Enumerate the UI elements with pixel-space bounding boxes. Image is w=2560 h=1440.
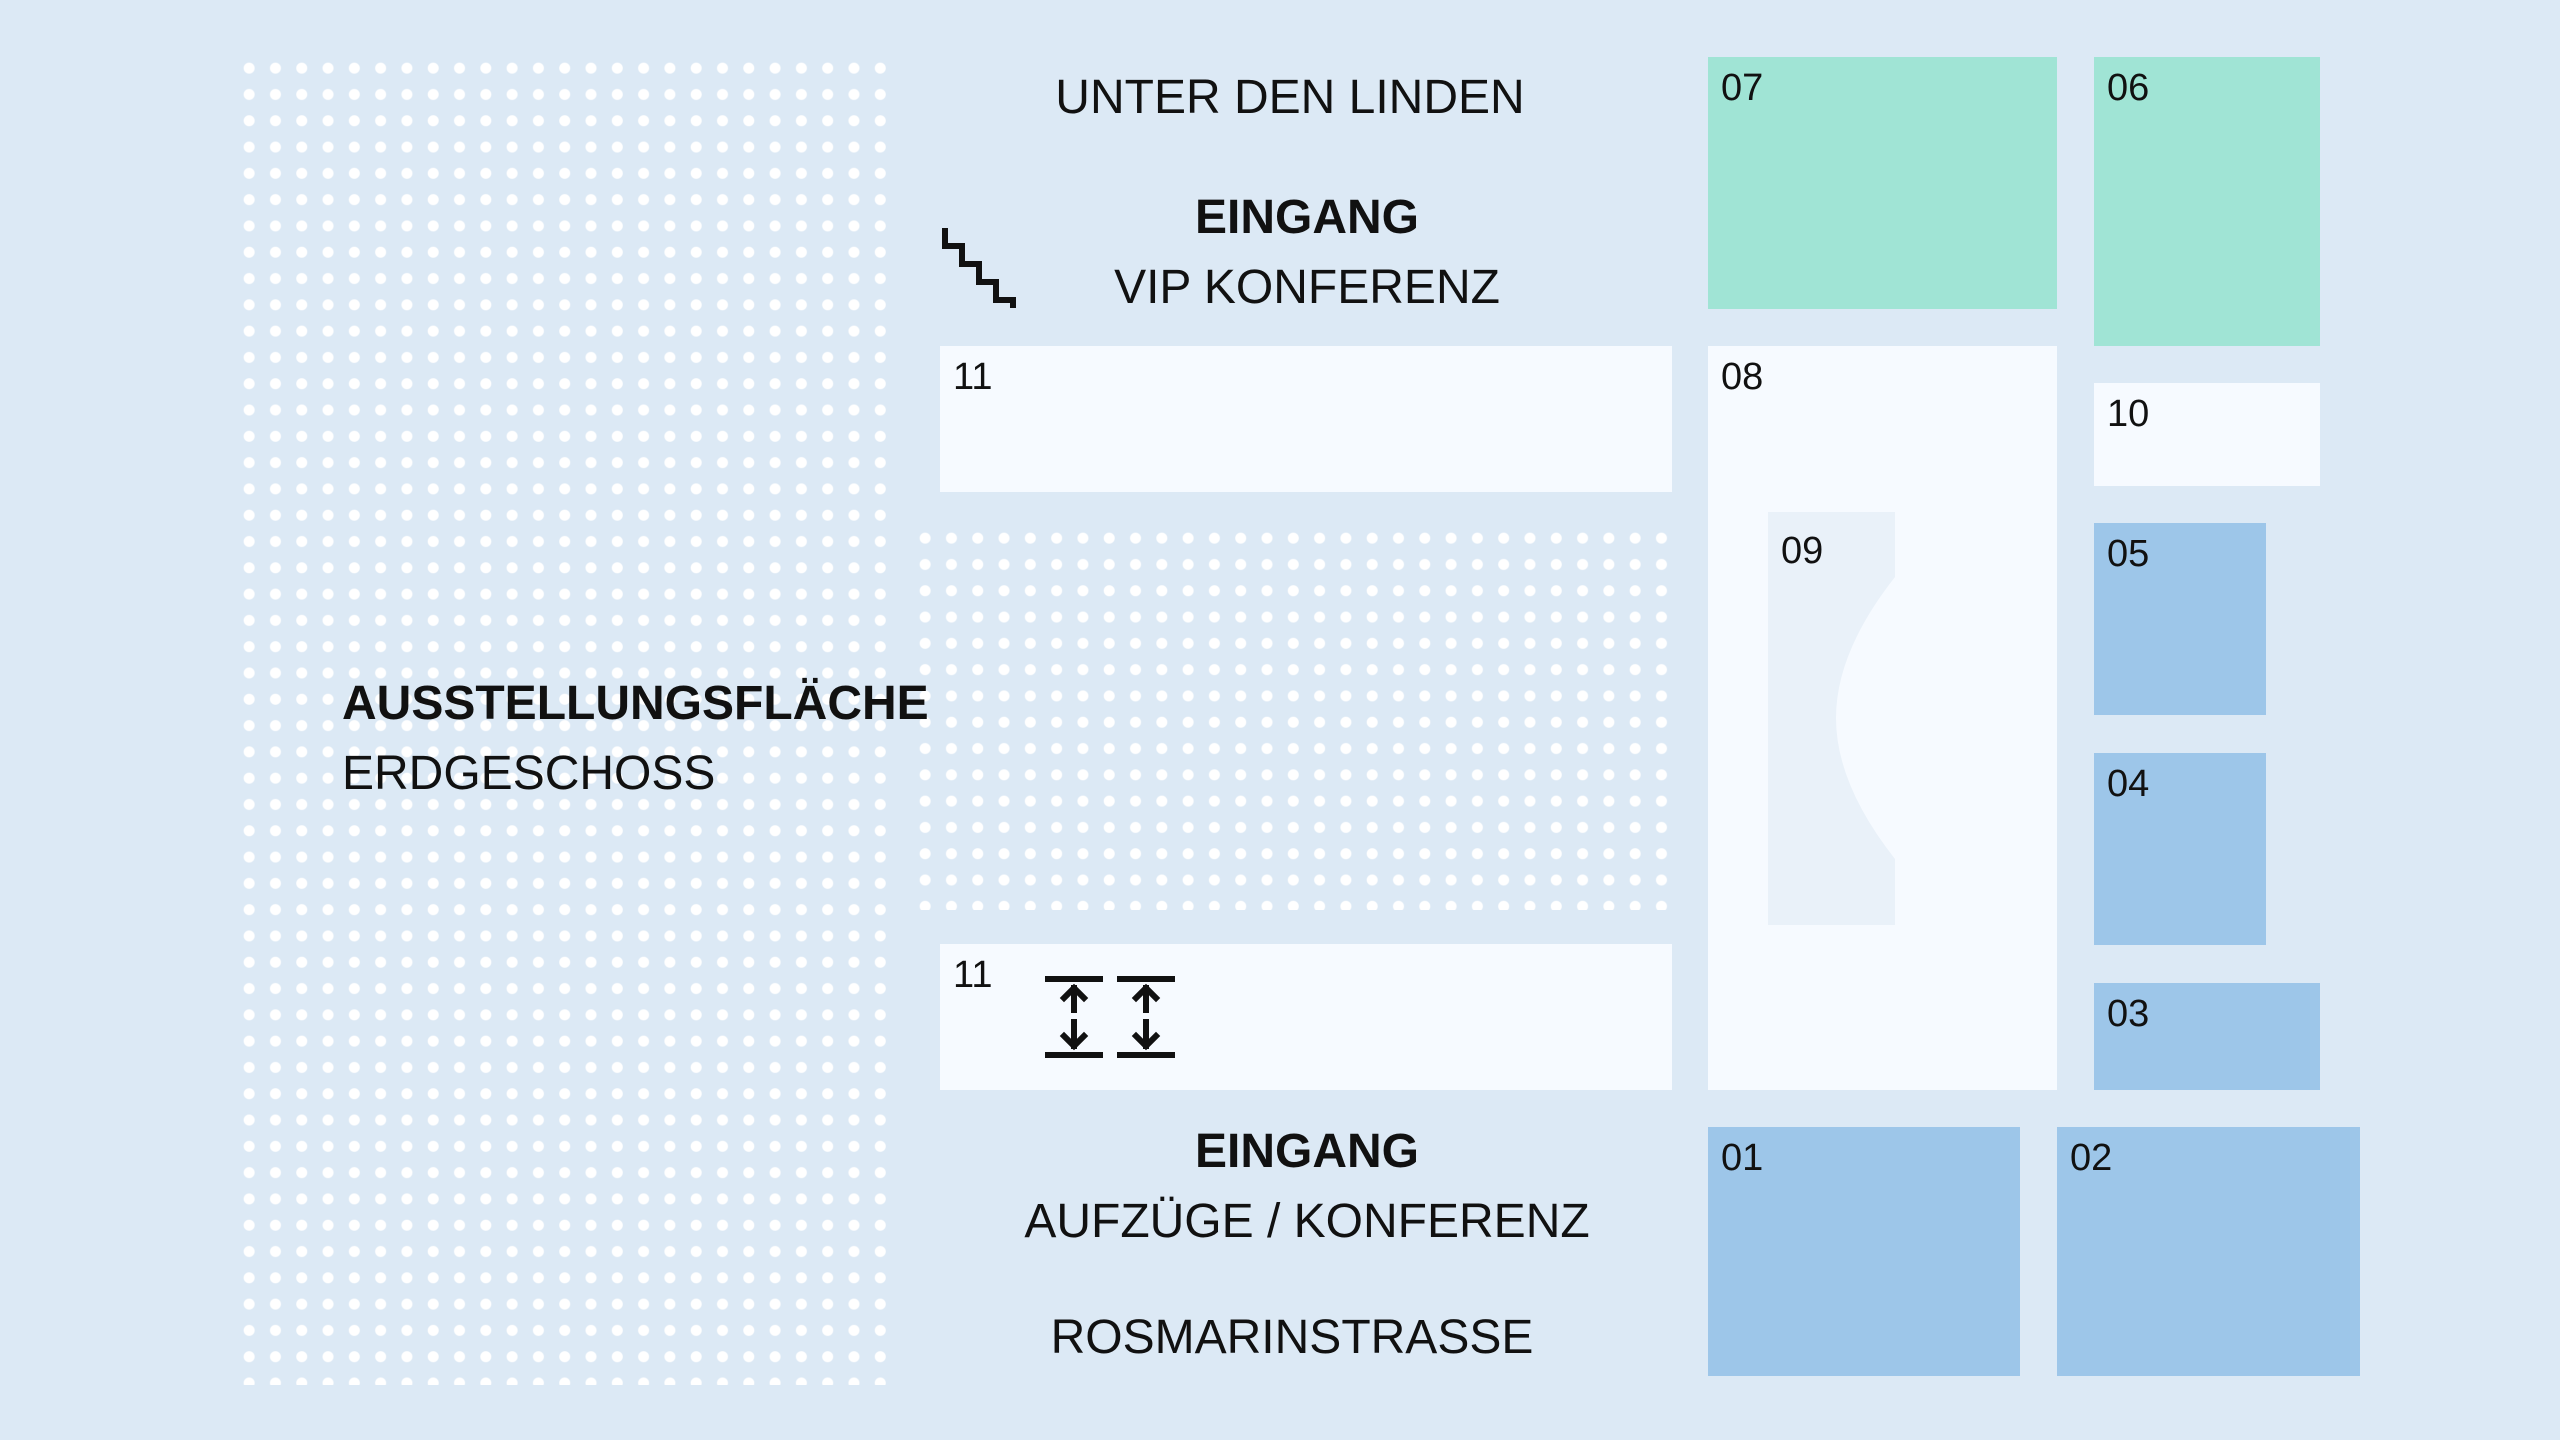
room-number: 11 bbox=[953, 356, 993, 398]
room-09-stage[interactable] bbox=[1768, 512, 1898, 925]
room-01[interactable]: 01 bbox=[1708, 1127, 2020, 1376]
room-number: 07 bbox=[1721, 67, 1764, 109]
room-number: 04 bbox=[2107, 763, 2150, 805]
exhibition-area-dots bbox=[236, 55, 896, 1385]
room-number: 06 bbox=[2107, 67, 2150, 109]
elevator-icon bbox=[1045, 976, 1175, 1058]
exhibition-title: AUSSTELLUNGSFLÄCHE bbox=[342, 677, 929, 730]
room-05[interactable]: 05 bbox=[2094, 523, 2266, 715]
room-04[interactable]: 04 bbox=[2094, 753, 2266, 945]
entrance-north-title: EINGANG bbox=[1194, 191, 1420, 244]
street-north-label: UNTER DEN LINDEN bbox=[1055, 71, 1525, 124]
room-07[interactable]: 07 bbox=[1708, 57, 2057, 309]
room-02[interactable]: 02 bbox=[2057, 1127, 2360, 1376]
room-number: 02 bbox=[2070, 1137, 2113, 1179]
room-09-number: 09 bbox=[1781, 530, 1824, 572]
room-number: 03 bbox=[2107, 993, 2150, 1035]
room-06[interactable]: 06 bbox=[2094, 57, 2320, 346]
room-10[interactable]: 10 bbox=[2094, 383, 2320, 486]
entrance-south-title: EINGANG bbox=[1194, 1125, 1420, 1178]
exhibition-area-dots-extension bbox=[912, 525, 1674, 910]
stairs-icon bbox=[942, 228, 1016, 308]
room-number: 05 bbox=[2107, 533, 2150, 575]
room-number: 11 bbox=[953, 954, 993, 996]
room-number: 01 bbox=[1721, 1137, 1764, 1179]
room-number: 08 bbox=[1721, 356, 1764, 398]
street-south-label: ROSMARINSTRASSE bbox=[1050, 1311, 1534, 1364]
exhibition-subtitle: ERDGESCHOSS bbox=[342, 747, 716, 800]
room-11-north[interactable]: 11 bbox=[940, 346, 1672, 492]
room-11-south[interactable]: 11 bbox=[940, 944, 1672, 1090]
entrance-south-subtitle: AUFZÜGE / KONFERENZ bbox=[1024, 1195, 1590, 1248]
room-03[interactable]: 03 bbox=[2094, 983, 2320, 1090]
room-08[interactable]: 08 bbox=[1708, 346, 2057, 1090]
room-number: 10 bbox=[2107, 393, 2150, 435]
entrance-north-subtitle: VIP KONFERENZ bbox=[1114, 261, 1500, 314]
